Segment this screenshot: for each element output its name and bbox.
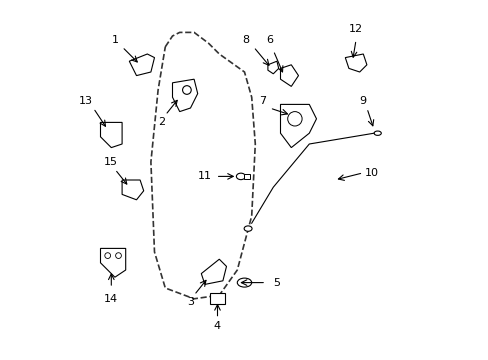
Polygon shape xyxy=(280,65,298,86)
Circle shape xyxy=(104,253,110,258)
Text: 14: 14 xyxy=(104,294,118,304)
Text: 11: 11 xyxy=(198,171,211,181)
Text: 5: 5 xyxy=(273,278,280,288)
Text: 12: 12 xyxy=(348,24,363,34)
Text: 10: 10 xyxy=(365,168,379,178)
Polygon shape xyxy=(201,259,226,284)
Polygon shape xyxy=(345,54,366,72)
Text: 7: 7 xyxy=(259,96,265,106)
Bar xyxy=(244,174,249,179)
Circle shape xyxy=(115,253,121,258)
Text: 8: 8 xyxy=(242,35,249,45)
Text: 15: 15 xyxy=(104,157,118,167)
Polygon shape xyxy=(101,248,125,277)
Polygon shape xyxy=(267,61,278,74)
Polygon shape xyxy=(129,54,154,76)
Polygon shape xyxy=(101,122,122,148)
Circle shape xyxy=(182,86,191,94)
Circle shape xyxy=(287,112,302,126)
Text: 13: 13 xyxy=(79,96,93,106)
Ellipse shape xyxy=(236,173,245,180)
Text: 4: 4 xyxy=(214,321,221,331)
Text: 3: 3 xyxy=(186,297,194,307)
Polygon shape xyxy=(122,180,143,200)
Polygon shape xyxy=(172,79,197,112)
Text: 6: 6 xyxy=(265,35,273,45)
Text: 2: 2 xyxy=(158,117,165,127)
Ellipse shape xyxy=(237,278,251,287)
Bar xyxy=(210,293,224,304)
Ellipse shape xyxy=(373,131,381,135)
Text: 9: 9 xyxy=(359,96,366,106)
Polygon shape xyxy=(280,104,316,148)
Ellipse shape xyxy=(244,226,251,231)
Text: 1: 1 xyxy=(111,35,118,45)
